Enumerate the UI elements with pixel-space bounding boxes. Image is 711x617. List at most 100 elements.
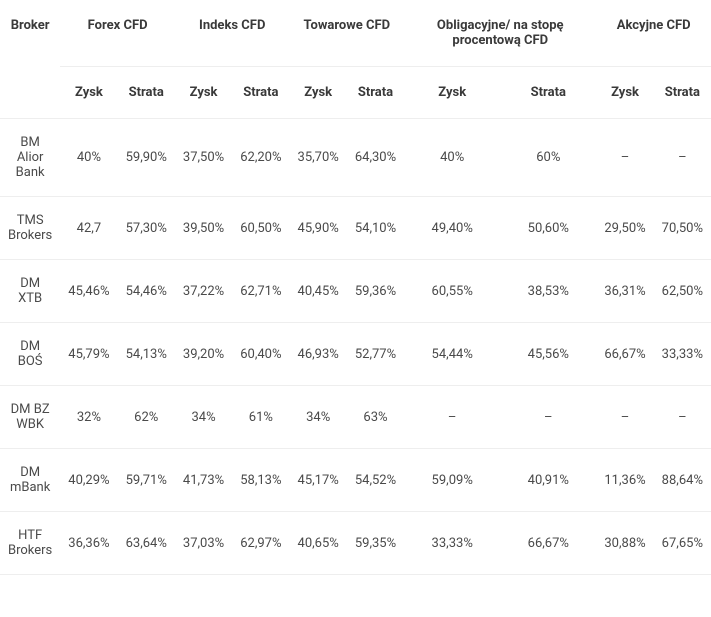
broker-cell: HTF Brokers — [0, 512, 60, 575]
data-cell: 39,20% — [175, 323, 232, 386]
table-row: BM Alior Bank40%59,90%37,50%62,20%35,70%… — [0, 119, 711, 197]
data-cell: 45,46% — [60, 260, 117, 323]
table-body: BM Alior Bank40%59,90%37,50%62,20%35,70%… — [0, 119, 711, 575]
data-cell: 45,56% — [500, 323, 596, 386]
data-cell: 54,44% — [404, 323, 500, 386]
col-obligacyjne: Obligacyjne/ na stopę procentową CFD — [404, 0, 596, 67]
data-cell: 34% — [175, 386, 232, 449]
data-cell: 88,64% — [654, 449, 711, 512]
data-cell: 57,30% — [118, 197, 175, 260]
data-cell: 40,29% — [60, 449, 117, 512]
data-cell: 61% — [232, 386, 289, 449]
sub-zysk: Zysk — [60, 67, 117, 119]
col-forex: Forex CFD — [60, 0, 175, 67]
data-cell: 62% — [118, 386, 175, 449]
data-cell: 40% — [404, 119, 500, 197]
data-cell: 60,55% — [404, 260, 500, 323]
col-towarowe: Towarowe CFD — [290, 0, 405, 67]
data-cell: 37,22% — [175, 260, 232, 323]
data-cell: 40,91% — [500, 449, 596, 512]
data-cell: 41,73% — [175, 449, 232, 512]
data-cell: 59,35% — [347, 512, 404, 575]
data-cell: 33,33% — [654, 323, 711, 386]
data-cell: 60,50% — [232, 197, 289, 260]
data-cell: 35,70% — [290, 119, 347, 197]
data-cell: 11,36% — [596, 449, 653, 512]
data-cell: 70,50% — [654, 197, 711, 260]
data-cell: 62,50% — [654, 260, 711, 323]
data-cell: 60% — [500, 119, 596, 197]
data-cell: 62,97% — [232, 512, 289, 575]
data-cell: 42,7 — [60, 197, 117, 260]
data-cell: 46,93% — [290, 323, 347, 386]
table-container: Broker Forex CFD Indeks CFD Towarowe CFD… — [0, 0, 711, 575]
sub-zysk: Zysk — [596, 67, 653, 119]
table-row: HTF Brokers36,36%63,64%37,03%62,97%40,65… — [0, 512, 711, 575]
data-cell: 40,45% — [290, 260, 347, 323]
data-cell: 59,09% — [404, 449, 500, 512]
data-cell: 30,88% — [596, 512, 653, 575]
broker-cell: DM BZ WBK — [0, 386, 60, 449]
data-cell: 54,13% — [118, 323, 175, 386]
data-cell: – — [500, 386, 596, 449]
data-cell: 59,36% — [347, 260, 404, 323]
data-cell: 62,71% — [232, 260, 289, 323]
data-cell: 36,36% — [60, 512, 117, 575]
data-cell: 33,33% — [404, 512, 500, 575]
sub-strata: Strata — [654, 67, 711, 119]
data-cell: 38,53% — [500, 260, 596, 323]
data-cell: – — [596, 386, 653, 449]
data-cell: – — [404, 386, 500, 449]
data-cell: 40% — [60, 119, 117, 197]
data-cell: 45,79% — [60, 323, 117, 386]
sub-strata: Strata — [347, 67, 404, 119]
broker-cell: DM XTB — [0, 260, 60, 323]
data-cell: – — [654, 386, 711, 449]
data-cell: 52,77% — [347, 323, 404, 386]
data-cell: 66,67% — [596, 323, 653, 386]
data-cell: 54,10% — [347, 197, 404, 260]
data-cell: 50,60% — [500, 197, 596, 260]
data-cell: 37,50% — [175, 119, 232, 197]
data-cell: 67,65% — [654, 512, 711, 575]
data-cell: 63% — [347, 386, 404, 449]
data-cell: 34% — [290, 386, 347, 449]
sub-zysk: Zysk — [290, 67, 347, 119]
broker-cell: DM mBank — [0, 449, 60, 512]
sub-zysk: Zysk — [175, 67, 232, 119]
header-row-sub: Zysk Strata Zysk Strata Zysk Strata Zysk… — [0, 67, 711, 119]
table-row: DM BZ WBK32%62%34%61%34%63%–––– — [0, 386, 711, 449]
sub-strata: Strata — [232, 67, 289, 119]
data-cell: 64,30% — [347, 119, 404, 197]
sub-zysk: Zysk — [404, 67, 500, 119]
data-cell: 37,03% — [175, 512, 232, 575]
data-cell: 45,90% — [290, 197, 347, 260]
col-indeks: Indeks CFD — [175, 0, 290, 67]
cfd-table: Broker Forex CFD Indeks CFD Towarowe CFD… — [0, 0, 711, 575]
data-cell: – — [654, 119, 711, 197]
table-row: DM XTB45,46%54,46%37,22%62,71%40,45%59,3… — [0, 260, 711, 323]
data-cell: 62,20% — [232, 119, 289, 197]
data-cell: 49,40% — [404, 197, 500, 260]
data-cell: – — [596, 119, 653, 197]
data-cell: 45,17% — [290, 449, 347, 512]
header-row-groups: Broker Forex CFD Indeks CFD Towarowe CFD… — [0, 0, 711, 67]
sub-strata: Strata — [118, 67, 175, 119]
data-cell: 60,40% — [232, 323, 289, 386]
data-cell: 59,90% — [118, 119, 175, 197]
data-cell: 29,50% — [596, 197, 653, 260]
sub-strata: Strata — [500, 67, 596, 119]
data-cell: 54,46% — [118, 260, 175, 323]
data-cell: 66,67% — [500, 512, 596, 575]
broker-cell: DM BOŚ — [0, 323, 60, 386]
broker-cell: BM Alior Bank — [0, 119, 60, 197]
data-cell: 32% — [60, 386, 117, 449]
table-row: DM mBank40,29%59,71%41,73%58,13%45,17%54… — [0, 449, 711, 512]
data-cell: 59,71% — [118, 449, 175, 512]
data-cell: 54,52% — [347, 449, 404, 512]
col-broker: Broker — [0, 0, 60, 119]
data-cell: 36,31% — [596, 260, 653, 323]
data-cell: 63,64% — [118, 512, 175, 575]
data-cell: 39,50% — [175, 197, 232, 260]
data-cell: 58,13% — [232, 449, 289, 512]
